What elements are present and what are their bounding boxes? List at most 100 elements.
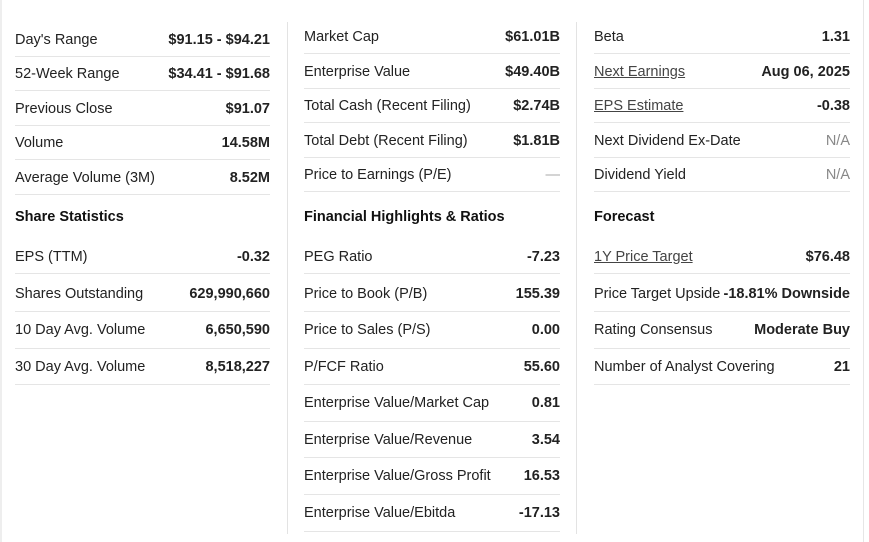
- stat-label: Dividend Yield: [594, 166, 686, 183]
- stat-value: 55.60: [523, 358, 560, 375]
- stat-row-market-cap: Market Cap $61.01B: [304, 20, 560, 54]
- stat-label: Beta: [594, 28, 624, 45]
- stat-row-eps-estimate: EPS Estimate -0.38: [594, 89, 850, 123]
- stat-value: —: [545, 166, 561, 183]
- section-title-forecast: Forecast: [594, 209, 655, 225]
- stat-row-next-earnings: Next Earnings Aug 06, 2025: [594, 55, 850, 89]
- stat-value: 8,518,227: [205, 358, 270, 375]
- stat-value: -0.32: [236, 248, 270, 265]
- stat-label: Enterprise Value/Market Cap: [304, 395, 490, 411]
- stat-row-52-week-range: 52-Week Range $34.41 - $91.68: [15, 57, 270, 91]
- stat-row-price-to-book: Price to Book (P/B) 155.39: [304, 276, 560, 312]
- stat-value: $1.81B: [513, 132, 560, 149]
- stat-label: Total Cash (Recent Filing): [304, 97, 471, 114]
- stat-row-ev-revenue: Enterprise Value/Revenue 3.54: [304, 422, 560, 458]
- stat-value: -18.81% Downside: [723, 285, 850, 302]
- stat-row-previous-close: Previous Close $91.07: [15, 92, 270, 126]
- stat-value: -7.23: [526, 248, 560, 265]
- stat-label: Volume: [15, 134, 64, 151]
- stat-label: Day's Range: [15, 31, 98, 48]
- stat-label: 52-Week Range: [15, 65, 120, 82]
- stat-label: Rating Consensus: [594, 322, 713, 338]
- stat-row-price-to-earnings: Price to Earnings (P/E) —: [304, 158, 560, 192]
- eps-estimate-link[interactable]: EPS Estimate: [594, 97, 684, 114]
- stat-row-30-day-avg-volume: 30 Day Avg. Volume 8,518,227: [15, 349, 270, 385]
- stat-label: Previous Close: [15, 100, 113, 117]
- stat-value: 155.39: [515, 285, 560, 302]
- stat-value: -0.38: [816, 97, 850, 114]
- stat-value: 21: [833, 358, 850, 375]
- stat-label: Enterprise Value/Revenue: [304, 431, 473, 448]
- stat-row-price-target-upside: Price Target Upside -18.81% Downside: [594, 276, 850, 312]
- stat-label: 10 Day Avg. Volume: [15, 322, 146, 338]
- stat-value: 6,650,590: [205, 322, 270, 338]
- stat-value: 1.31: [821, 28, 850, 45]
- stat-label: Enterprise Value/Ebitda: [304, 505, 456, 521]
- stat-value: 14.58M: [221, 134, 270, 151]
- stat-row-peg-ratio: PEG Ratio -7.23: [304, 240, 560, 274]
- stat-row-eps-ttm: EPS (TTM) -0.32: [15, 240, 270, 274]
- left-border: [0, 0, 2, 542]
- stat-row-pfcf-ratio: P/FCF Ratio 55.60: [304, 349, 560, 385]
- section-title-financial-highlights: Financial Highlights & Ratios: [304, 209, 505, 225]
- stat-row-enterprise-value: Enterprise Value $49.40B: [304, 55, 560, 89]
- stat-value: 629,990,660: [189, 285, 270, 302]
- stat-row-shares-outstanding: Shares Outstanding 629,990,660: [15, 276, 270, 312]
- column-divider: [287, 22, 288, 534]
- stat-label: Price Target Upside: [594, 285, 721, 302]
- stat-label: Enterprise Value/Gross Profit: [304, 468, 491, 484]
- stat-label: Price to Earnings (P/E): [304, 166, 452, 183]
- stat-row-ev-gross-profit: Enterprise Value/Gross Profit 16.53: [304, 458, 560, 495]
- column-divider: [576, 22, 577, 534]
- stat-label: Average Volume (3M): [15, 169, 155, 186]
- stat-row-price-target: 1Y Price Target $76.48: [594, 240, 850, 274]
- stat-value: N/A: [825, 166, 850, 183]
- stat-value: $34.41 - $91.68: [168, 65, 270, 82]
- stat-value: $61.01B: [505, 28, 560, 45]
- stat-label: Price to Sales (P/S): [304, 322, 431, 338]
- stat-value: $2.74B: [513, 97, 560, 114]
- stat-row-rating-consensus: Rating Consensus Moderate Buy: [594, 312, 850, 349]
- stat-row-total-debt: Total Debt (Recent Filing) $1.81B: [304, 124, 560, 158]
- stat-label: Next Dividend Ex-Date: [594, 132, 741, 149]
- stat-row-analyst-count: Number of Analyst Covering 21: [594, 349, 850, 385]
- stat-value: 3.54: [531, 431, 560, 448]
- stat-value: Moderate Buy: [754, 322, 850, 338]
- stat-label: 30 Day Avg. Volume: [15, 358, 146, 375]
- next-earnings-link[interactable]: Next Earnings: [594, 63, 686, 80]
- stat-row-beta: Beta 1.31: [594, 20, 850, 54]
- stat-label: Number of Analyst Covering: [594, 358, 775, 375]
- right-border: [863, 0, 864, 542]
- stat-row-10-day-avg-volume: 10 Day Avg. Volume 6,650,590: [15, 312, 270, 349]
- stat-value: $49.40B: [505, 63, 560, 80]
- stat-row-dividend-yield: Dividend Yield N/A: [594, 158, 850, 192]
- stat-row-average-volume: Average Volume (3M) 8.52M: [15, 161, 270, 195]
- stat-label: Price to Book (P/B): [304, 285, 428, 302]
- stat-label: Shares Outstanding: [15, 285, 144, 302]
- stat-label: PEG Ratio: [304, 248, 373, 265]
- stat-label: Market Cap: [304, 28, 379, 45]
- section-title-share-statistics: Share Statistics: [15, 209, 124, 225]
- price-target-link[interactable]: 1Y Price Target: [594, 248, 693, 265]
- stat-value: 0.81: [531, 395, 560, 411]
- stat-value: 0.00: [531, 322, 560, 338]
- stat-row-price-to-sales: Price to Sales (P/S) 0.00: [304, 312, 560, 349]
- stat-row-ev-ebitda: Enterprise Value/Ebitda -17.13: [304, 495, 560, 532]
- stat-label: P/FCF Ratio: [304, 358, 384, 375]
- stat-value: Aug 06, 2025: [761, 63, 850, 80]
- stat-row-volume: Volume 14.58M: [15, 126, 270, 160]
- stat-value: $76.48: [805, 248, 850, 265]
- stat-value: 8.52M: [229, 169, 270, 186]
- stat-value: N/A: [825, 132, 850, 149]
- stat-value: $91.15 - $94.21: [168, 31, 270, 48]
- stat-value: 16.53: [523, 468, 560, 484]
- stat-label: Enterprise Value: [304, 63, 411, 80]
- stat-row-total-cash: Total Cash (Recent Filing) $2.74B: [304, 89, 560, 123]
- stat-value: -17.13: [518, 505, 560, 521]
- stat-label: Total Debt (Recent Filing): [304, 132, 468, 149]
- stat-row-days-range: Day's Range $91.15 - $94.21: [15, 23, 270, 57]
- stat-row-ev-market-cap: Enterprise Value/Market Cap 0.81: [304, 385, 560, 422]
- stat-label: EPS (TTM): [15, 248, 88, 265]
- stat-value: $91.07: [225, 100, 270, 117]
